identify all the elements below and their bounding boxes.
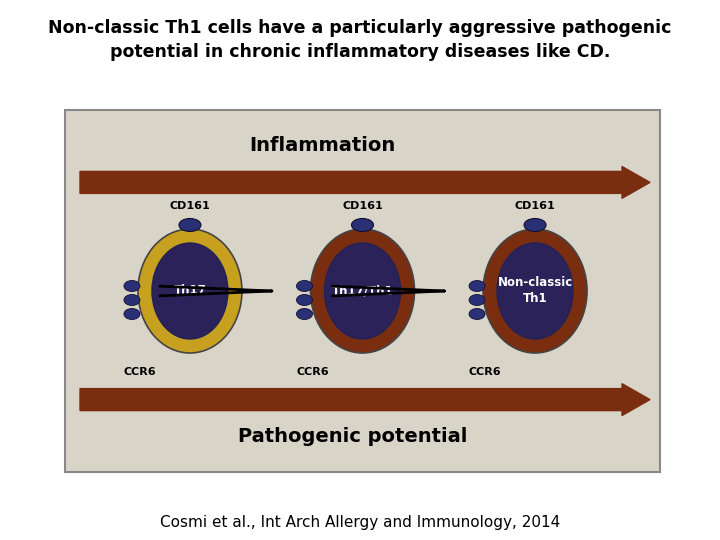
Text: CCR6: CCR6 (124, 367, 156, 377)
Text: CD161: CD161 (342, 201, 383, 211)
Text: Non-classic Th1 cells have a particularly aggressive pathogenic: Non-classic Th1 cells have a particularl… (48, 19, 672, 37)
Text: Th17/Th1: Th17/Th1 (332, 285, 393, 298)
Ellipse shape (124, 308, 140, 320)
Text: Non-classic
Th1: Non-classic Th1 (498, 276, 572, 306)
Ellipse shape (138, 229, 242, 353)
Ellipse shape (524, 219, 546, 232)
Ellipse shape (469, 308, 485, 320)
Text: CD161: CD161 (515, 201, 555, 211)
Text: Inflammation: Inflammation (249, 136, 395, 154)
Text: CCR6: CCR6 (296, 367, 329, 377)
Text: Th17: Th17 (174, 285, 207, 298)
Ellipse shape (497, 243, 573, 339)
FancyArrow shape (80, 383, 650, 416)
Ellipse shape (469, 280, 485, 292)
Ellipse shape (325, 243, 400, 339)
Text: CD161: CD161 (170, 201, 210, 211)
Text: Pathogenic potential: Pathogenic potential (238, 427, 467, 447)
Ellipse shape (124, 294, 140, 306)
Text: CCR6: CCR6 (469, 367, 501, 377)
FancyBboxPatch shape (65, 110, 660, 472)
Ellipse shape (179, 219, 201, 232)
Ellipse shape (310, 229, 415, 353)
Ellipse shape (297, 294, 312, 306)
Ellipse shape (297, 280, 312, 292)
Ellipse shape (152, 243, 228, 339)
FancyArrow shape (80, 166, 650, 198)
Text: Cosmi et al., Int Arch Allergy and Immunology, 2014: Cosmi et al., Int Arch Allergy and Immun… (160, 515, 560, 530)
Ellipse shape (469, 294, 485, 306)
Ellipse shape (297, 308, 312, 320)
Ellipse shape (124, 280, 140, 292)
Ellipse shape (483, 229, 587, 353)
Ellipse shape (351, 219, 374, 232)
Text: potential in chronic inflammatory diseases like CD.: potential in chronic inflammatory diseas… (110, 43, 610, 61)
